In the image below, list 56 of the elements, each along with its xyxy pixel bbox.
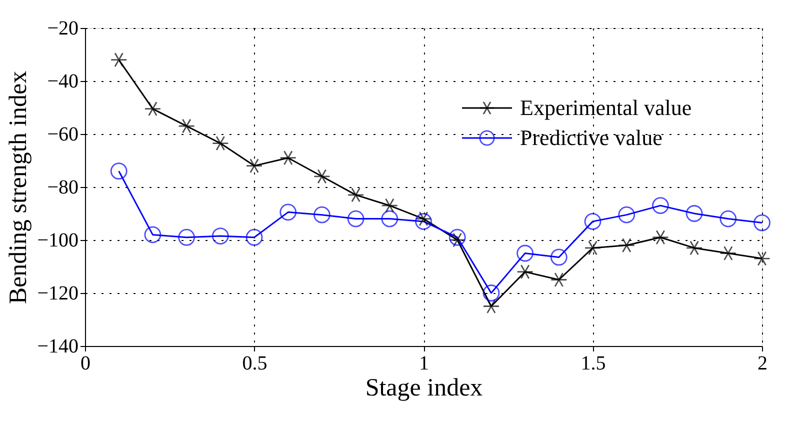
point (110, 52, 128, 68)
point (381, 210, 398, 228)
point (178, 228, 195, 246)
y-tick-label: −100 (37, 230, 78, 252)
x-tick-label: 1 (419, 352, 429, 374)
x-tick-label: 2 (758, 352, 768, 374)
point (584, 213, 602, 230)
point (347, 210, 364, 228)
point (448, 228, 466, 246)
point (652, 197, 669, 214)
legend-label: Predictive value (520, 125, 662, 150)
x-tick-label: 0.5 (242, 352, 268, 374)
point (246, 228, 263, 246)
y-tick-label: −60 (47, 124, 78, 146)
x-axis-title: Stage index (365, 374, 484, 402)
point (584, 240, 602, 256)
point (381, 198, 398, 213)
point (686, 205, 703, 222)
point (178, 118, 195, 134)
point (652, 230, 669, 245)
point (754, 251, 770, 266)
point (482, 298, 500, 314)
point (415, 211, 432, 226)
point (144, 226, 162, 244)
point (618, 206, 636, 224)
point (347, 188, 364, 202)
y-tick-label: −140 (37, 336, 78, 358)
point (280, 204, 297, 221)
point (110, 162, 128, 180)
point (550, 248, 568, 266)
point (212, 136, 229, 151)
legend-label: Experimental value (520, 95, 692, 120)
y-tick-label: −40 (47, 70, 78, 92)
point (280, 150, 297, 166)
point (482, 284, 500, 302)
point (415, 213, 432, 230)
x-tick-label: 1.5 (580, 352, 606, 374)
point (516, 264, 534, 280)
y-tick-label: −20 (47, 18, 78, 40)
point (314, 206, 330, 224)
point (314, 168, 330, 184)
point (516, 244, 534, 262)
point (720, 246, 737, 261)
point (246, 158, 263, 174)
y-tick-label: −120 (37, 282, 78, 304)
point (550, 272, 568, 288)
point (686, 240, 703, 256)
x-tick-label: 0 (80, 352, 90, 374)
point (448, 232, 466, 248)
point (754, 214, 770, 232)
point (144, 101, 162, 116)
point (212, 228, 229, 244)
point (618, 238, 636, 253)
y-tick-label: −80 (47, 176, 78, 198)
y-axis-title: Bending strength index (5, 70, 32, 304)
point (720, 210, 737, 228)
